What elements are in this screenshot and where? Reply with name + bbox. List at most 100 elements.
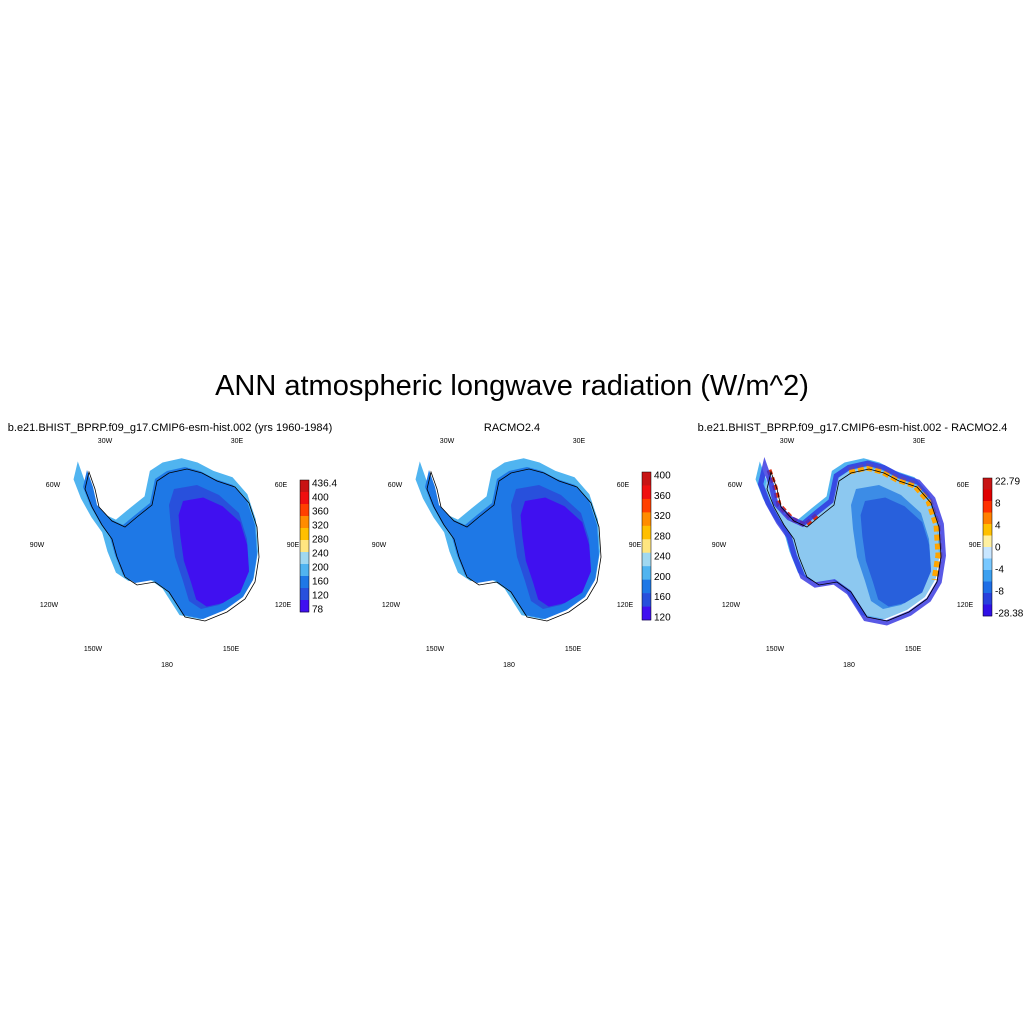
lon-label-120w: 120W [722,602,741,609]
colorbar-swatch [983,512,992,525]
lon-label-150e: 150E [565,646,582,653]
lon-label-90e: 90E [629,542,642,549]
lon-label-150e: 150E [223,646,240,653]
positive-anomaly-rim [848,463,943,581]
colorbar-swatch [300,588,309,601]
coastline [426,468,602,622]
colorbar-swatch [642,606,651,621]
colorbar-label: 160 [654,592,671,603]
colorbar-swatch [983,570,992,582]
colorbar-swatch [983,558,992,571]
colorbar-swatch [642,512,651,527]
lon-label-120e: 120E [617,602,634,609]
colorbar-label: 360 [312,507,329,518]
colorbar-label: -8 [995,587,1004,598]
lon-label-90w: 90W [372,542,387,549]
colorbar-swatch [642,539,651,554]
colorbar-swatch [300,576,309,589]
lon-label-30w: 30W [440,438,455,445]
colorbar-swatch [983,524,992,536]
lon-label-120e: 120E [275,602,292,609]
colorbar-swatch [642,498,651,513]
lon-label-60e: 60E [617,482,630,489]
colorbar-swatch [983,501,992,513]
lon-label-90w: 90W [712,542,727,549]
colorbar-swatch [300,600,309,613]
colorbar-label: 160 [312,577,329,588]
colorbar-label: 200 [654,572,671,583]
lon-labels: 30W 30E 60W 60E 90W 90E 120W 120E 150W 150E 180 [372,438,642,669]
ice-interior [520,497,591,607]
colorbar-swatch [300,564,309,577]
map-panel-diff: 30W 30E 60W 60E 90W 90E 120W 120E 150W 150E 180 22.… [712,438,1024,669]
colorbar-swatch [642,579,651,594]
colorbar-model: 436.4 400 360 320 280 240 200 160 120 78 [299,479,337,616]
lon-label-60e: 60E [957,482,970,489]
map-panel-model: 30W 30E 60W 60E 90W 90E 120W 120E 150W 150E 180 436… [30,438,338,669]
colorbar-label: 200 [312,563,329,574]
colorbar-swatch [983,604,992,617]
colorbar-label: 400 [312,493,329,504]
negative-anomaly-edge [757,457,946,626]
colorbar-label: 240 [654,552,671,563]
colorbar-swatch [642,525,651,540]
colorbar-label: 320 [312,521,329,532]
colorbar-swatch [642,485,651,500]
colorbar-label: 120 [312,591,329,602]
lon-label-150w: 150W [84,646,103,653]
lon-label-30e: 30E [231,438,244,445]
colorbar-swatch [983,478,992,490]
colorbar-label: 78 [312,605,324,616]
colorbar-swatch [300,528,309,541]
lon-label-30e: 30E [913,438,926,445]
lon-label-120w: 120W [382,602,401,609]
map-panel-obs: 30W 30E 60W 60E 90W 90E 120W 120E 150W 150E 180 400… [372,438,671,669]
colorbar-swatch [983,593,992,605]
lon-label-30w: 30W [98,438,113,445]
lon-label-150e: 150E [905,646,922,653]
lon-label-60e: 60E [275,482,288,489]
colorbar-obs: 400 360 320 280 240 200 160 120 [641,471,671,624]
colorbar-label: 0 [995,543,1001,554]
colorbar-swatch [983,581,992,594]
colorbar-diff: 22.79 8 4 0 -4 -8 -28.38 [982,477,1024,620]
colorbar-swatch [642,566,651,580]
lon-label-90w: 90W [30,542,45,549]
colorbar-label: 320 [654,511,671,522]
panel-model-title: b.e21.BHIST_BPRP.f09_g17.CMIP6-esm-hist.… [7,422,333,434]
lon-label-180: 180 [843,662,855,669]
ice-interior [178,497,249,607]
lon-label-60w: 60W [388,482,403,489]
lon-label-30w: 30W [780,438,795,445]
lon-label-90e: 90E [969,542,982,549]
colorbar-swatch [300,540,309,553]
lon-label-60w: 60W [46,482,61,489]
colorbar-label: 240 [312,549,329,560]
colorbar-swatch [642,593,651,607]
lon-label-120w: 120W [40,602,59,609]
colorbar-swatch [983,489,992,502]
colorbar-swatch [300,492,309,505]
colorbar-swatch [300,504,309,517]
colorbar-swatch [300,480,309,493]
colorbar-frame [982,477,993,617]
lon-labels: 30W 30E 60W 60E 90W 90E 120W 120E 150W 150E 180 [712,438,982,669]
colorbar-label: 280 [654,531,671,542]
colorbar-label: 120 [654,613,671,624]
figure-title: ANN atmospheric longwave radiation (W/m^… [215,370,809,402]
colorbar-frame [641,471,652,621]
colorbar-label: -28.38 [995,609,1024,620]
colorbar-label: 436.4 [312,479,337,490]
colorbar-label: -4 [995,565,1004,576]
lon-label-60w: 60W [728,482,743,489]
colorbar-swatch [642,552,651,567]
lon-label-90e: 90E [287,542,300,549]
ice-interior [860,497,931,607]
colorbar-label: 22.79 [995,477,1020,488]
lon-label-150w: 150W [426,646,445,653]
colorbar-label: 8 [995,499,1001,510]
colorbar-swatch [983,535,992,548]
colorbar-label: 400 [654,471,671,482]
